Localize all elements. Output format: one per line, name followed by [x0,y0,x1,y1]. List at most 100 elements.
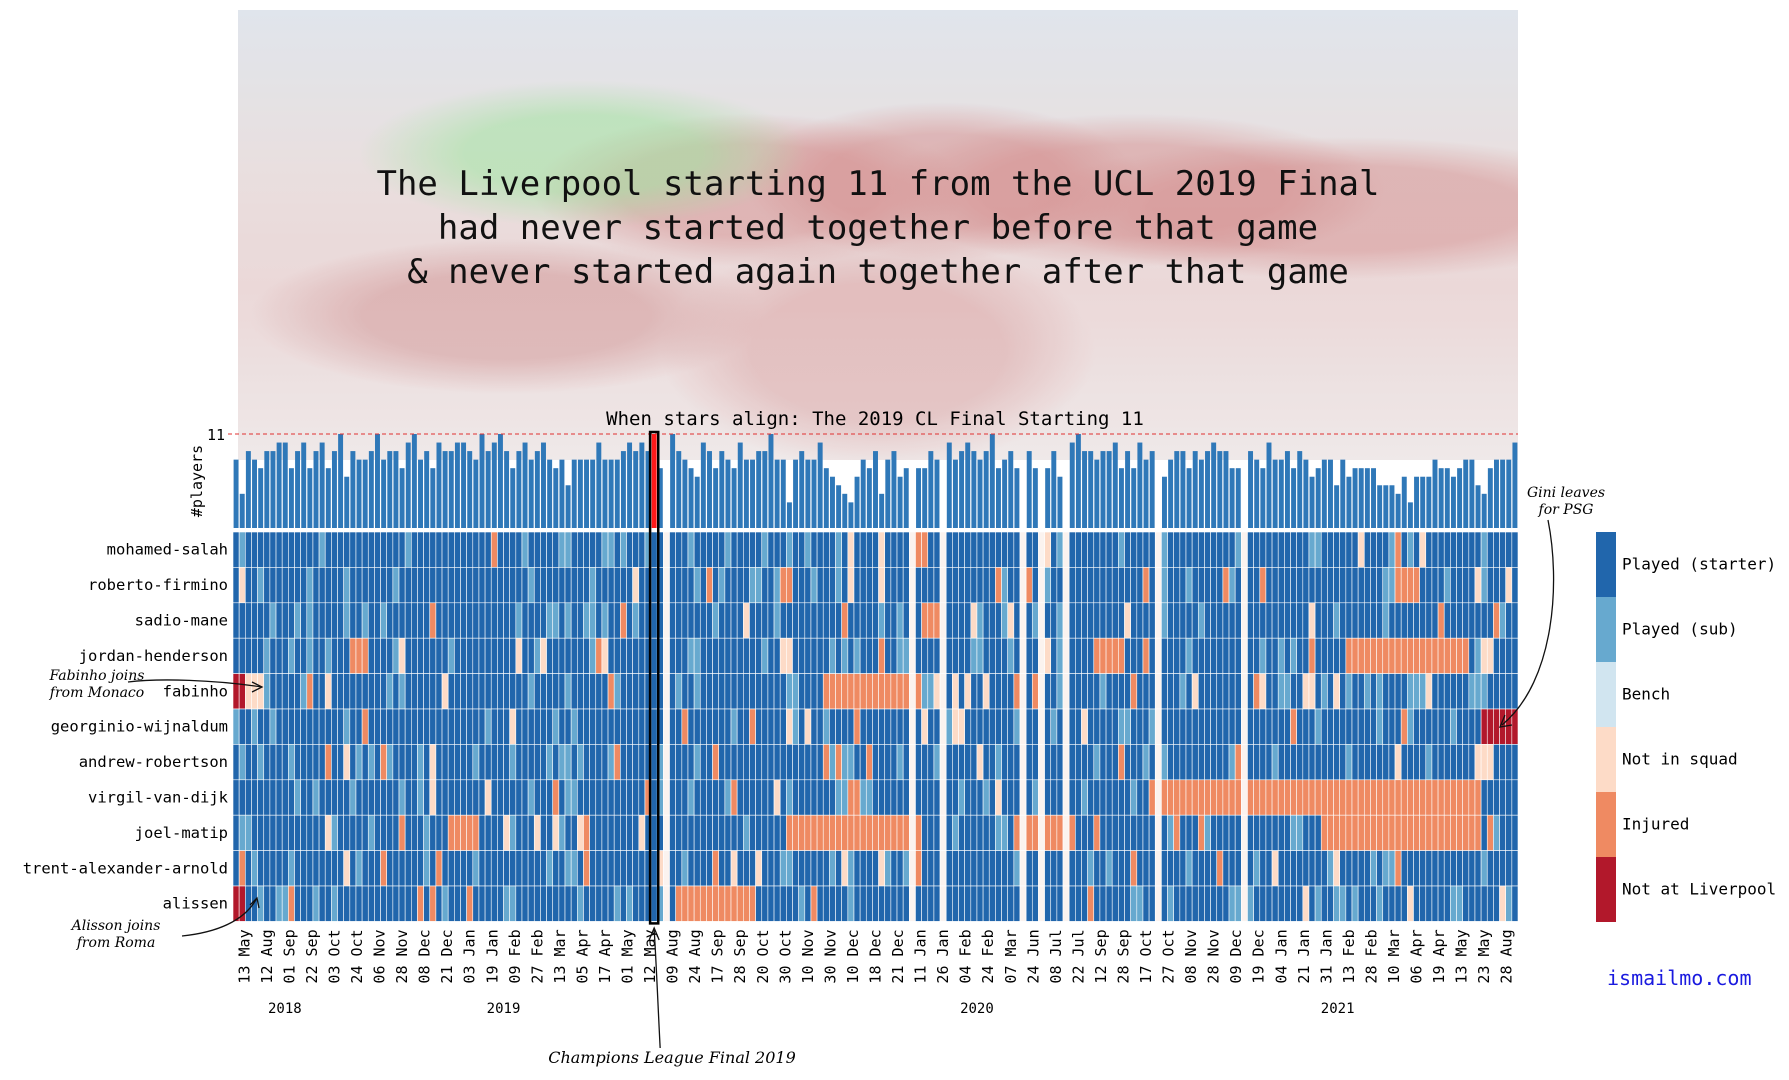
heatmap-cell [374,602,381,639]
heatmap-cell [1265,531,1273,568]
heatmap-cell [1499,885,1507,922]
heatmap-cell [374,814,381,851]
heatmap-cell [663,673,670,710]
heatmap-cell [232,885,240,922]
date-tick-label: 13 May [235,929,253,983]
heatmap-cell [1031,744,1039,781]
heatmap-cell [1345,814,1353,851]
heatmap-cell [1284,708,1291,745]
heatmap-cell [829,779,836,816]
heatmap-cell [878,602,886,639]
heatmap-cell [1376,744,1384,781]
heatmap-cell [324,850,332,887]
heatmap-cell [275,637,283,674]
heatmap-cell [1068,814,1076,851]
heatmap-cell [1511,637,1519,674]
heatmap-cell [1056,708,1064,745]
heatmap-cell [337,779,344,816]
heatmap-cell [466,779,474,816]
bar-players-started [375,434,380,528]
heatmap-cell [497,602,504,639]
heatmap-cell [736,779,744,816]
heatmap-cell [945,708,953,745]
heatmap-cell [1320,531,1328,568]
heatmap-cell [841,637,849,674]
heatmap-cell [847,814,855,851]
heatmap-cell [1234,602,1242,639]
date-tick-label: 09 Aug [664,929,682,983]
heatmap-cell [478,885,486,922]
bar-players-started [1125,451,1131,528]
bar-players-started [1463,459,1469,528]
heatmap-cell [1105,673,1113,710]
heatmap-cell [232,531,240,568]
heatmap-cell [779,850,787,887]
bar-players-started [362,459,368,528]
heatmap-cell [1413,531,1420,568]
heatmap-cell [995,708,1002,745]
heatmap-cell [281,885,289,922]
heatmap-cell [435,673,443,710]
heatmap-cell [1456,708,1463,745]
bar-players-started [1260,468,1266,528]
heatmap-cell [724,779,732,816]
heatmap-cell [269,850,277,887]
heatmap-cell [1480,850,1488,887]
heatmap-cell [460,850,467,887]
heatmap-cell [454,850,461,887]
date-tick-label: 13 Feb [1340,929,1358,983]
bar-players-started [479,434,485,528]
heatmap-cell [650,744,658,781]
heatmap-cell [466,814,474,851]
heatmap-cell [730,779,738,816]
heatmap-cell [595,744,603,781]
heatmap-cell [1462,779,1470,816]
heatmap-cell [306,814,314,851]
heatmap-cell [1099,567,1107,604]
heatmap-cell [1382,850,1390,887]
heatmap-cell [1407,744,1414,781]
heatmap-cell [1468,885,1476,922]
heatmap-cell [1038,637,1045,674]
heatmap-cell [1062,637,1070,674]
bar-players-started [823,468,829,528]
bar-players-started [1174,451,1180,528]
heatmap-cell [909,531,916,568]
player-label: georginio-wijnaldum [51,718,228,736]
heatmap-cell [1081,673,1088,710]
heatmap-cell [743,814,750,851]
heatmap-cell [1216,744,1224,781]
heatmap-cell [1320,708,1328,745]
heatmap-cell [1007,744,1015,781]
heatmap-cell [1111,708,1119,745]
heatmap-cell [1050,850,1058,887]
credit-link[interactable]: ismailmo.com [1607,966,1752,990]
heatmap-cell [1407,814,1414,851]
heatmap-cell [878,708,886,745]
heatmap-cell [570,850,578,887]
bar-players-started [651,434,657,528]
heatmap-cell [1413,567,1420,604]
heatmap-cell [1480,779,1488,816]
heatmap-cell [1111,531,1119,568]
heatmap-cell [570,885,578,922]
heatmap-cell [361,850,369,887]
heatmap-cell [1161,637,1168,674]
heatmap-cell [1302,673,1310,710]
heatmap-cell [1019,850,1027,887]
heatmap-cell [577,637,584,674]
heatmap-cell [490,779,498,816]
heatmap-cell [626,814,633,851]
heatmap-cell [970,814,978,851]
heatmap-cell [1314,850,1322,887]
heatmap-cell [779,673,787,710]
date-tick-label: 10 Nov [799,929,817,983]
heatmap-cell [712,602,720,639]
heatmap-cell [1450,673,1457,710]
heatmap-cell [730,814,738,851]
bar-players-started [645,451,651,528]
heatmap-cell [964,673,972,710]
heatmap-cell [945,531,953,568]
heatmap-cell [884,779,892,816]
bar-players-started [516,451,522,528]
